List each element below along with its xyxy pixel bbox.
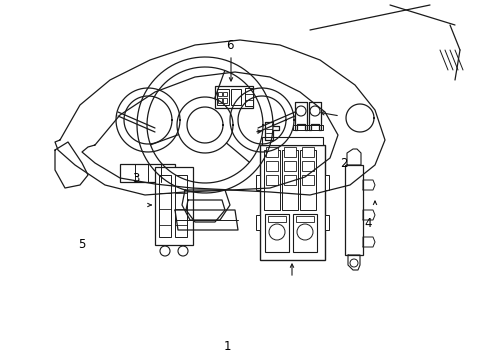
Bar xyxy=(120,164,175,182)
Bar xyxy=(325,175,328,190)
Bar xyxy=(284,175,295,185)
Bar xyxy=(264,214,288,252)
Bar xyxy=(295,216,313,222)
Bar xyxy=(256,215,260,230)
Text: 1: 1 xyxy=(223,340,231,353)
Text: 2: 2 xyxy=(339,157,346,170)
Bar xyxy=(282,150,297,210)
Text: 5: 5 xyxy=(78,238,85,251)
Bar xyxy=(284,161,295,171)
Bar xyxy=(325,215,328,230)
Bar xyxy=(292,214,316,252)
Bar xyxy=(265,175,278,185)
Bar xyxy=(306,125,323,130)
Bar xyxy=(302,175,313,185)
Bar xyxy=(292,125,308,130)
Bar xyxy=(175,175,186,237)
Bar xyxy=(262,137,323,145)
Text: 3: 3 xyxy=(132,172,139,185)
Text: 6: 6 xyxy=(225,39,233,52)
Bar xyxy=(223,98,226,103)
Bar xyxy=(260,145,325,260)
Bar xyxy=(284,147,295,157)
Bar xyxy=(345,165,362,255)
Bar xyxy=(267,216,285,222)
Bar xyxy=(223,92,226,96)
Bar xyxy=(256,175,260,190)
Bar xyxy=(218,92,222,96)
Text: 4: 4 xyxy=(364,217,371,230)
Bar xyxy=(302,161,313,171)
Bar xyxy=(217,89,228,105)
Bar xyxy=(155,167,193,245)
Bar xyxy=(299,150,315,210)
Bar xyxy=(218,98,222,103)
Bar xyxy=(264,150,280,210)
Bar xyxy=(244,88,252,106)
Bar xyxy=(230,89,241,105)
Bar xyxy=(265,161,278,171)
Bar xyxy=(265,147,278,157)
Bar xyxy=(215,86,252,108)
Bar xyxy=(302,147,313,157)
Bar xyxy=(159,175,171,237)
